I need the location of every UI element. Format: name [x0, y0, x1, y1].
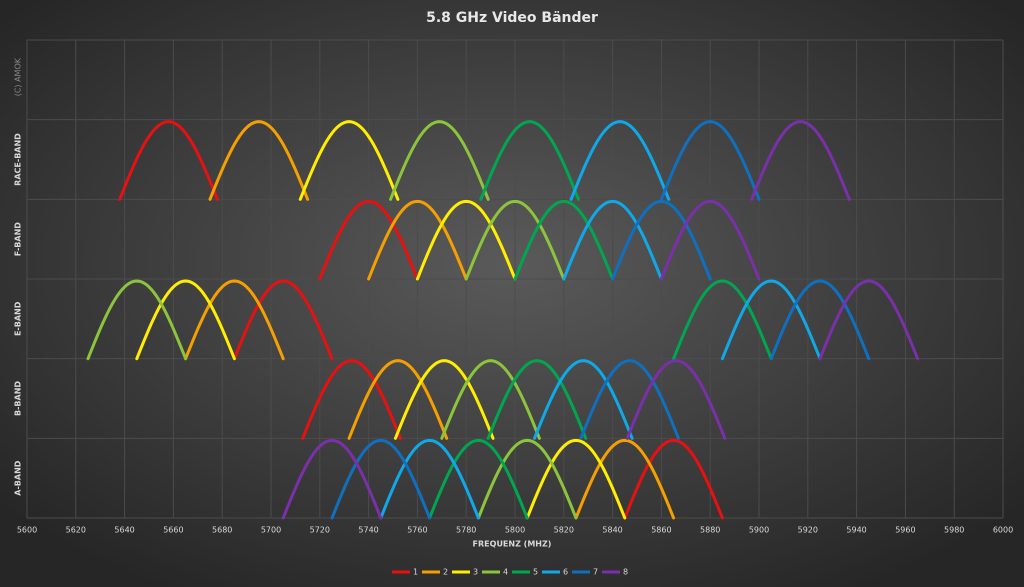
- x-tick-label: 5600: [17, 526, 37, 535]
- channel-curve: [330, 438, 432, 520]
- x-tick-label: 5860: [651, 526, 671, 535]
- channel-curve: [750, 120, 851, 201]
- x-tick-label: 5960: [895, 526, 915, 535]
- x-tick-label: 5760: [407, 526, 427, 535]
- channel-curve: [818, 279, 920, 361]
- x-tick-label: 5640: [114, 526, 134, 535]
- channel-curve: [440, 359, 541, 440]
- x-tick-label: 5680: [212, 526, 232, 535]
- channel-curve: [232, 279, 334, 361]
- channel-curve: [513, 199, 615, 281]
- x-tick-label: 5940: [846, 526, 866, 535]
- y-category-label: A-BAND: [14, 460, 23, 495]
- x-tick-label: 5880: [700, 526, 720, 535]
- x-tick-label: 5720: [310, 526, 330, 535]
- legend-label: 3: [473, 568, 478, 577]
- channel-curve: [298, 120, 400, 201]
- channel-curve: [525, 438, 627, 520]
- channel-curve: [318, 199, 419, 281]
- channel-curve: [611, 199, 712, 281]
- x-tick-label: 5900: [749, 526, 769, 535]
- x-tick-label: 5660: [163, 526, 183, 535]
- channel-curve: [659, 120, 761, 201]
- channel-curve: [569, 120, 671, 201]
- channel-curve: [720, 279, 822, 361]
- legend-label: 4: [503, 568, 508, 577]
- legend-label: 7: [593, 568, 598, 577]
- channel-curve: [389, 120, 490, 201]
- channel-curve: [672, 279, 773, 361]
- channel-curve: [479, 120, 580, 201]
- channel-curve: [625, 359, 727, 440]
- x-tick-label: 5840: [602, 526, 622, 535]
- channel-curve: [659, 199, 761, 281]
- channel-curve: [415, 199, 517, 281]
- channel-curve: [476, 438, 578, 520]
- channel-curve: [118, 120, 219, 201]
- x-tick-label: 5780: [456, 526, 476, 535]
- legend-label: 8: [623, 568, 628, 577]
- channel-curve: [623, 438, 724, 520]
- x-tick-label: 5920: [798, 526, 818, 535]
- y-category-label: F-BAND: [14, 222, 23, 257]
- x-tick-label: 6000: [993, 526, 1013, 535]
- channel-curve: [86, 279, 188, 361]
- channel-curve: [208, 120, 310, 201]
- channel-curve: [367, 199, 468, 281]
- channel-curve: [393, 359, 495, 440]
- channel-curve: [574, 438, 676, 520]
- y-category-label: B-BAND: [14, 381, 23, 416]
- y-category-label: RACE-BAND: [14, 133, 23, 186]
- watermark: (C) AMOK: [14, 57, 23, 96]
- x-axis-label: FREQUENZ (MHZ): [473, 540, 552, 549]
- legend-label: 5: [533, 568, 538, 577]
- channel-curve: [347, 359, 449, 440]
- chart-title: 5.8 GHz Video Bänder: [426, 10, 598, 26]
- channel-curve: [379, 438, 480, 520]
- channel-curve: [428, 438, 529, 520]
- legend-label: 2: [443, 568, 448, 577]
- channel-curve: [769, 279, 871, 361]
- x-tick-label: 5700: [261, 526, 281, 535]
- x-tick-label: 5980: [944, 526, 964, 535]
- channel-curve: [301, 359, 402, 440]
- y-category-label: E-BAND: [14, 301, 23, 336]
- channel-curve: [579, 359, 680, 440]
- channel-curve: [281, 438, 383, 520]
- channel-curve: [533, 359, 634, 440]
- x-tick-label: 5800: [505, 526, 525, 535]
- legend-label: 1: [413, 568, 418, 577]
- x-tick-label: 5820: [554, 526, 574, 535]
- channel-curve: [184, 279, 285, 361]
- legend-label: 6: [563, 568, 568, 577]
- channel-curve: [562, 199, 663, 281]
- x-tick-label: 5620: [66, 526, 86, 535]
- x-tick-label: 5740: [358, 526, 378, 535]
- channel-curve: [486, 359, 588, 440]
- channel-curve: [464, 199, 566, 281]
- channel-curve: [135, 279, 236, 361]
